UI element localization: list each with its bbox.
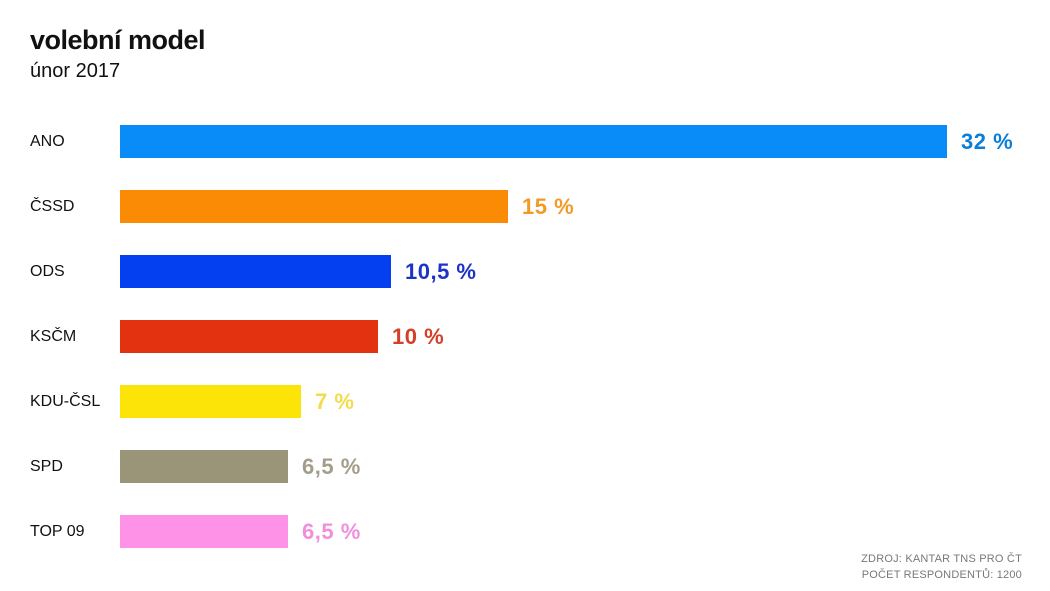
bar-value-label: 32 % — [961, 128, 1014, 154]
bar — [120, 190, 508, 223]
respondents-note: POČET RESPONDENTŮ: 1200 — [861, 569, 1022, 581]
bar-row: ODS 10,5 % — [0, 255, 1050, 288]
bar-category-label: SPD — [30, 457, 63, 475]
bar-value-label: 15 % — [522, 193, 575, 219]
bar — [120, 515, 288, 548]
bar-category-label: ČSSD — [30, 197, 75, 215]
bar-value-label: 6,5 % — [302, 518, 361, 544]
bar-category-label: KDU-ČSL — [30, 392, 101, 410]
bar-row: ANO 32 % — [0, 125, 1050, 158]
bar — [120, 255, 391, 288]
bar-row: ČSSD 15 % — [0, 190, 1050, 223]
bar-row: KSČM 10 % — [0, 320, 1050, 353]
bar-rows: ANO 32 % ČSSD 15 % ODS 10,5 % KSČM 10 % KDU-ČSL 7… — [0, 125, 1050, 580]
chart-header: volební model únor 2017 — [30, 25, 206, 83]
bar-value-label: 6,5 % — [302, 453, 361, 479]
bar-category-label: TOP 09 — [30, 522, 85, 540]
bar-category-label: ODS — [30, 262, 65, 280]
source-note: ZDROJ: KANTAR TNS PRO ČT — [861, 553, 1022, 565]
chart-subtitle: únor 2017 — [30, 59, 121, 82]
bar — [120, 450, 288, 483]
bar-category-label: ANO — [30, 132, 65, 150]
bar-value-label: 10,5 % — [405, 258, 477, 284]
bar-value-label: 7 % — [315, 388, 355, 414]
bar-row: KDU-ČSL 7 % — [0, 385, 1050, 418]
chart-footer: ZDROJ: KANTAR TNS PRO ČT POČET RESPONDEN… — [861, 551, 1022, 583]
bar — [120, 125, 947, 158]
bar-category-label: KSČM — [30, 327, 77, 345]
bar — [120, 385, 301, 418]
bar-value-label: 10 % — [392, 323, 445, 349]
bar-row: TOP 09 6,5 % — [0, 515, 1050, 548]
bar — [120, 320, 378, 353]
chart-title: volební model — [30, 25, 206, 55]
bar-row: SPD 6,5 % — [0, 450, 1050, 483]
